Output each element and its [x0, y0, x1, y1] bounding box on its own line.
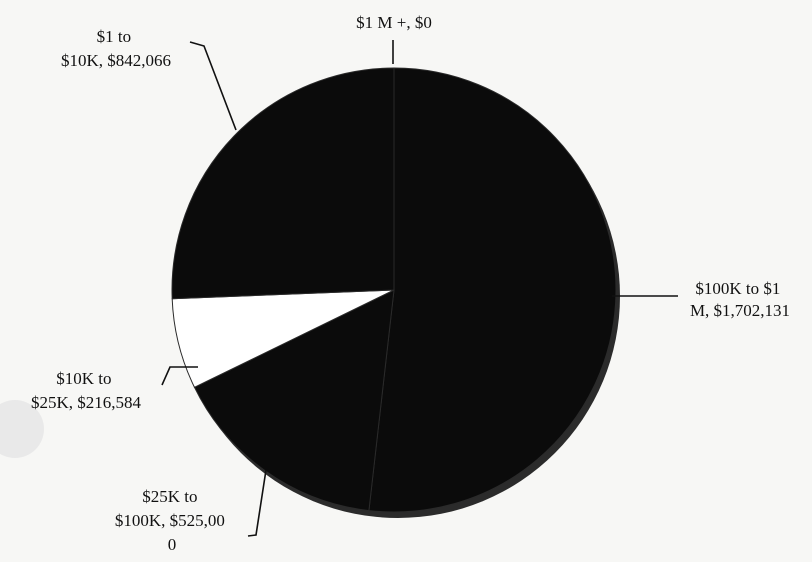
- slice-label-1-10k: $1 to $10K, $842,066: [61, 27, 171, 70]
- pie-slice-100k-1m: [368, 67, 617, 513]
- slice-label-100k-1m: $100K to $1 M, $1,702,131: [690, 279, 790, 320]
- leader-line-10k-25k: [161, 366, 198, 386]
- slices-layer: [171, 67, 620, 518]
- slice-label-10k-25k: $10K to $25K, $216,584: [31, 369, 142, 412]
- leader-line-25k-100k: [247, 469, 267, 537]
- slice-label-25k-100k: $25K to $100K, $525,00 0: [115, 487, 229, 554]
- leader-line-1-10k: [189, 41, 237, 131]
- pie-slice-1-10k: [171, 67, 395, 300]
- slice-label-1m-plus: $1 M +, $0: [356, 13, 432, 32]
